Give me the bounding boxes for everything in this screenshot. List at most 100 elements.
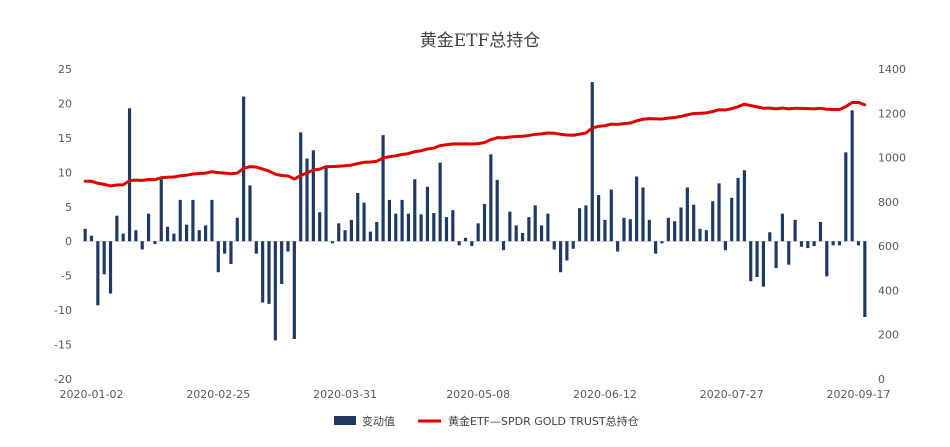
x-tick-label: 2020-03-31 (313, 388, 377, 401)
y-left-tick-label: -20 (54, 373, 72, 386)
bar (127, 108, 132, 242)
bar (311, 150, 315, 242)
y-left-tick-label: -10 (54, 304, 72, 317)
y-right-tick-label: 1400 (878, 63, 906, 76)
x-tick-label: 2020-09-17 (827, 388, 891, 401)
bar (286, 241, 290, 252)
bar (185, 224, 189, 242)
bar (324, 166, 328, 242)
bar (248, 185, 252, 242)
bar (736, 177, 740, 242)
bar (153, 241, 157, 244)
bar (204, 225, 208, 242)
bar (305, 158, 309, 242)
bar (787, 241, 791, 265)
x-tick-label: 2020-02-25 (186, 388, 250, 401)
bar (571, 241, 575, 249)
bar (387, 199, 392, 242)
bar (229, 241, 233, 264)
bar (641, 187, 645, 242)
bar (159, 177, 163, 242)
bar (400, 199, 404, 242)
bar (115, 215, 119, 242)
y-left-tick-label: -15 (54, 339, 72, 352)
bar (520, 232, 525, 242)
bar (451, 210, 455, 242)
bar (172, 233, 176, 242)
bar (539, 225, 544, 242)
x-tick-label: 2020-07-27 (700, 388, 764, 401)
legend-bar-label: 变动值 (362, 414, 395, 428)
bar (647, 219, 651, 242)
legend: 变动值 黄金ETF—SPDR GOLD TRUST总持仓 (334, 414, 639, 428)
y-right-tick-label: 1200 (878, 107, 906, 120)
bar (616, 241, 620, 252)
bar (603, 219, 607, 242)
bar (698, 228, 702, 242)
bar (140, 241, 144, 250)
bar (254, 241, 258, 254)
bar (654, 241, 658, 254)
bar (432, 212, 436, 242)
bar (501, 241, 506, 251)
y-right-tick-label: 400 (878, 284, 899, 297)
holdings-line (83, 100, 867, 188)
y-left-tick-label: -5 (61, 270, 72, 283)
bar (470, 241, 474, 247)
bar (666, 217, 670, 242)
y-left-tick-label: 25 (58, 63, 72, 76)
bar (812, 241, 816, 247)
line-series (83, 100, 867, 188)
bar (381, 135, 385, 242)
bar (635, 176, 639, 242)
bar (704, 230, 708, 242)
bar (546, 213, 550, 242)
bar (825, 241, 829, 277)
bar (806, 241, 810, 249)
bar (489, 154, 493, 242)
bar (273, 241, 277, 341)
y-right-tick-label: 600 (878, 240, 899, 253)
bar (223, 241, 227, 254)
bar (831, 241, 835, 246)
bar (578, 208, 582, 242)
bar (280, 241, 284, 284)
bar (425, 186, 430, 242)
legend-bar-swatch (334, 416, 356, 425)
bar (438, 162, 442, 242)
bar (679, 207, 683, 242)
right-axis: 1400 1200 1000 800 600 400 200 0 (878, 63, 906, 386)
y-left-tick-label: 15 (58, 132, 72, 145)
bar (774, 241, 778, 269)
bar (457, 241, 461, 246)
bar (856, 241, 861, 246)
bar (685, 187, 689, 242)
bar (533, 205, 537, 242)
bar (134, 230, 138, 242)
bar (362, 202, 366, 242)
bar (799, 241, 804, 247)
bar (343, 230, 347, 242)
bar (368, 231, 372, 242)
bar (622, 217, 626, 242)
bar (818, 221, 823, 242)
bar (235, 217, 239, 242)
bar (660, 241, 664, 244)
bar (609, 189, 613, 242)
bar (558, 241, 563, 273)
bar (444, 217, 449, 242)
bar (692, 204, 696, 242)
bar (191, 199, 195, 242)
bar (292, 241, 296, 340)
bar (318, 212, 322, 242)
bar (742, 170, 746, 242)
y-left-tick-label: 10 (58, 166, 72, 179)
bar (514, 225, 518, 242)
bar (413, 179, 417, 242)
x-tick-label: 2020-01-02 (60, 388, 124, 401)
left-axis: 25 20 15 10 5 0 -5 -10 -15 -20 (54, 63, 72, 386)
bar (628, 219, 632, 242)
bar (216, 241, 220, 273)
